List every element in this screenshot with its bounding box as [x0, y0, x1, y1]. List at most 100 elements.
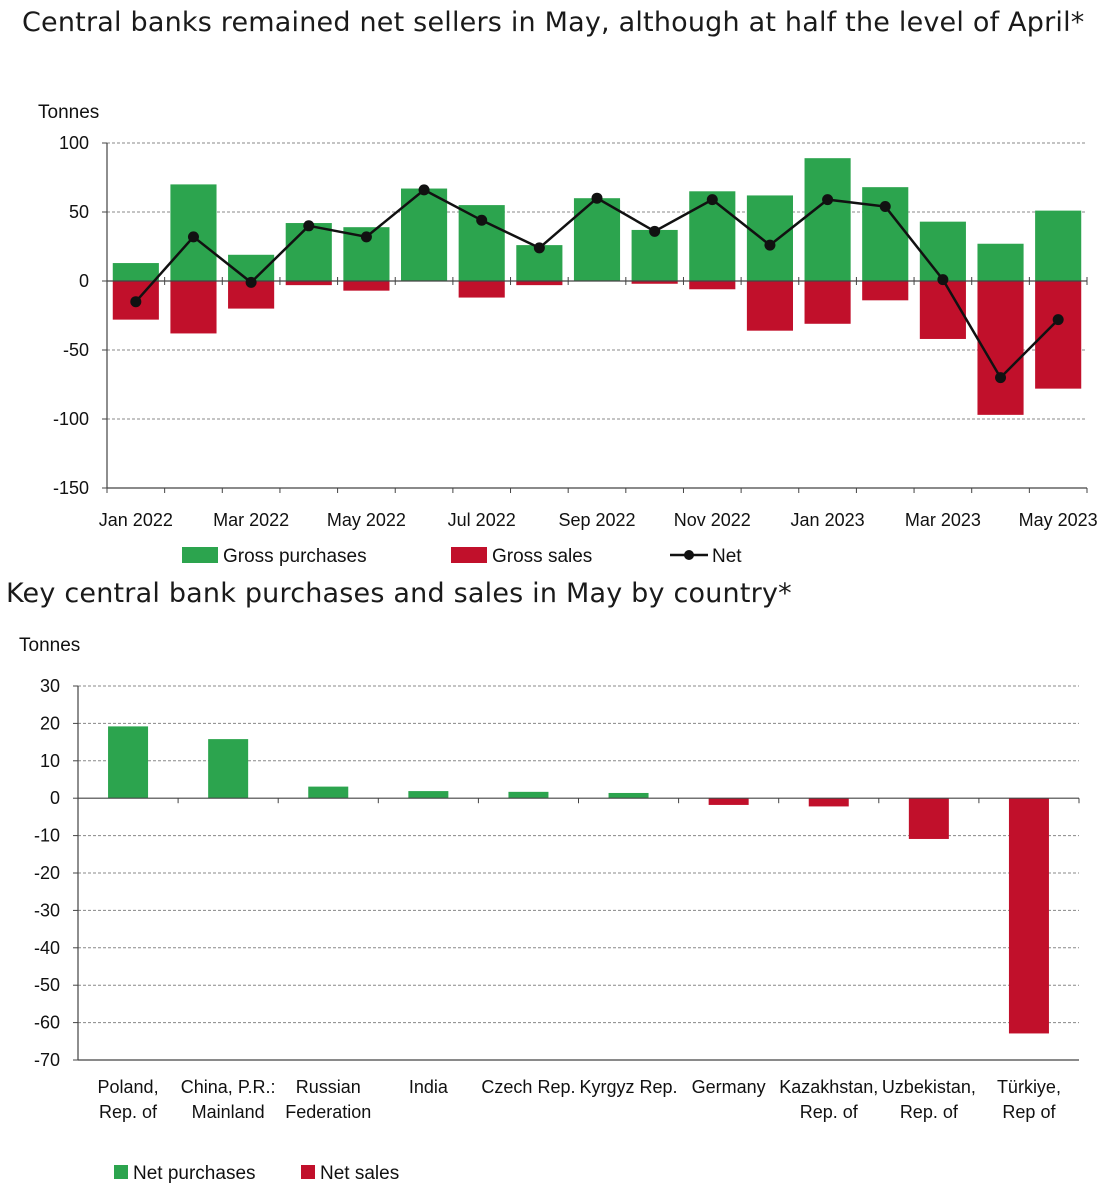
chart1-sales-bar: [919, 281, 966, 339]
chart2-x-tick-label: Rep. of: [900, 1102, 959, 1122]
chart2-y-tick-label: 20: [40, 713, 60, 733]
chart1-net-point: [706, 194, 718, 206]
chart2-x-tick-label: Rep. of: [99, 1102, 158, 1122]
chart2-sales-bar: [808, 798, 849, 807]
chart2-sales-bar: [908, 798, 949, 839]
chart1-purchase-bar: [285, 223, 332, 281]
chart2-y-tick-label: -20: [34, 863, 60, 883]
chart1-net-point: [245, 276, 257, 288]
chart2-x-tick-label: Türkiye,: [997, 1077, 1061, 1097]
chart1-net-point: [764, 239, 776, 251]
chart2-purchase-bar: [508, 791, 549, 799]
chart1-sales-bar: [977, 281, 1024, 415]
chart1-sales-bar: [458, 281, 505, 298]
chart2-legend-sales-label: Net sales: [320, 1163, 399, 1184]
chart1-sales-bar: [285, 281, 332, 286]
chart1-y-tick-label: 0: [79, 271, 89, 291]
chart1-y-tick-label: -150: [53, 478, 89, 498]
chart2-y-tick-label: 30: [40, 676, 60, 696]
chart2-legend-purchases-label: Net purchases: [133, 1163, 256, 1184]
chart2-purchase-bar: [408, 791, 449, 799]
chart2-x-tick-label: China, P.R.:: [181, 1077, 276, 1097]
chart1-net-point: [360, 231, 372, 243]
chart1-purchase-bar: [689, 191, 736, 281]
chart1-sales-bar: [689, 281, 736, 290]
chart1-x-tick-label: Jan 2022: [99, 510, 173, 530]
chart2-purchase-bar: [108, 726, 149, 799]
chart1-y-tick-label: -50: [63, 340, 89, 360]
chart1-net-point: [822, 194, 834, 206]
chart1-net-point: [303, 220, 315, 232]
chart2-x-tick-label: Russian: [296, 1077, 361, 1097]
chart2-x-tick-label: Kazakhstan,: [779, 1077, 878, 1097]
chart1-purchase-bar: [631, 229, 678, 281]
chart1-legend-sales-label: Gross sales: [492, 546, 592, 567]
chart2-legend-purchases-swatch: [114, 1165, 128, 1179]
chart1-net-point: [937, 274, 949, 286]
chart2-y-tick-label: 0: [50, 788, 60, 808]
chart1-net-point: [130, 296, 142, 308]
chart2-y-tick-label: -70: [34, 1050, 60, 1070]
chart2-y-tick-label: 10: [40, 751, 60, 771]
chart1-purchase-bar: [804, 158, 851, 281]
chart1-net-point: [418, 184, 430, 196]
chart1-net-point: [879, 200, 891, 212]
chart1-purchase-bar: [1035, 210, 1082, 281]
chart2-purchase-bar: [208, 739, 249, 799]
chart1-x-tick-label: Sep 2022: [558, 510, 635, 530]
chart1-title: Central banks remained net sellers in Ma…: [22, 7, 1085, 38]
chart1-sales-bar: [746, 281, 793, 331]
chart2-x-tick-label: Uzbekistan,: [882, 1077, 976, 1097]
chart2-x-tick-label: Rep. of: [800, 1102, 859, 1122]
chart1-y-tick-label: -100: [53, 409, 89, 429]
chart2-x-tick-label: India: [409, 1077, 449, 1097]
chart1-purchase-bar: [112, 263, 159, 281]
chart1-purchase-bar: [977, 243, 1024, 281]
chart1-net-point: [995, 372, 1007, 384]
chart2-y-tick-label: -30: [34, 900, 60, 920]
chart1-unit-label: Tonnes: [38, 102, 99, 123]
chart1-x-tick-label: Nov 2022: [674, 510, 751, 530]
chart1-legend-net-label: Net: [712, 546, 742, 567]
chart1-net-point: [187, 231, 199, 243]
chart2-sales-bar: [708, 798, 749, 805]
chart1-svg: Tonnes 100 50 0 -50 -100 -150 Jan 2022 Mar 2022 M…: [38, 102, 1098, 567]
chart2-y-tick-label: -10: [34, 826, 60, 846]
chart1-x-tick-label: May 2023: [1019, 510, 1098, 530]
chart1-sales-bar: [170, 281, 217, 334]
chart1-x-tick-label: May 2022: [327, 510, 406, 530]
chart2-y-tick-label: -50: [34, 975, 60, 995]
chart2-sales-bar: [1008, 798, 1049, 1034]
chart1-sales-bar: [631, 281, 678, 284]
chart1-net-point: [1052, 314, 1064, 326]
chart1-sales-bar: [516, 281, 563, 286]
chart1-y-tick-label: 50: [69, 202, 89, 222]
chart2-legend-sales-swatch: [301, 1165, 315, 1179]
chart2-purchase-bar: [308, 786, 349, 799]
chart1-x-tick-label: Mar 2022: [213, 510, 289, 530]
chart1-legend-sales-swatch: [451, 547, 487, 563]
chart1-legend-net-marker: [684, 550, 694, 560]
chart2-x-tick-label: Germany: [692, 1077, 766, 1097]
chart1-purchase-bar: [919, 221, 966, 281]
chart2-x-tick-label: Kyrgyz Rep.: [580, 1077, 678, 1097]
chart2-purchase-bar: [608, 792, 649, 799]
chart2-x-tick-label: Czech Rep.: [481, 1077, 575, 1097]
chart2-x-tick-label: Federation: [285, 1102, 371, 1122]
chart1-sales-bar: [862, 281, 909, 301]
chart1-net-point: [533, 242, 545, 254]
chart1-sales-bar: [804, 281, 851, 324]
chart1-net-point: [591, 192, 603, 204]
chart1-y-tick-label: 100: [59, 133, 89, 153]
chart1-legend-purchases-label: Gross purchases: [223, 546, 367, 567]
chart2-x-tick-label: Poland,: [98, 1077, 159, 1097]
chart2-x-tick-label: Mainland: [192, 1102, 265, 1122]
chart1-x-tick-label: Mar 2023: [905, 510, 981, 530]
chart1-net-point: [649, 225, 661, 237]
chart2-unit-label: Tonnes: [19, 635, 80, 656]
chart1-x-tick-label: Jan 2023: [791, 510, 865, 530]
chart1-net-point: [476, 214, 488, 226]
chart1-legend-purchases-swatch: [182, 547, 218, 563]
chart2-y-tick-label: -60: [34, 1013, 60, 1033]
chart1-purchase-bar: [746, 195, 793, 281]
